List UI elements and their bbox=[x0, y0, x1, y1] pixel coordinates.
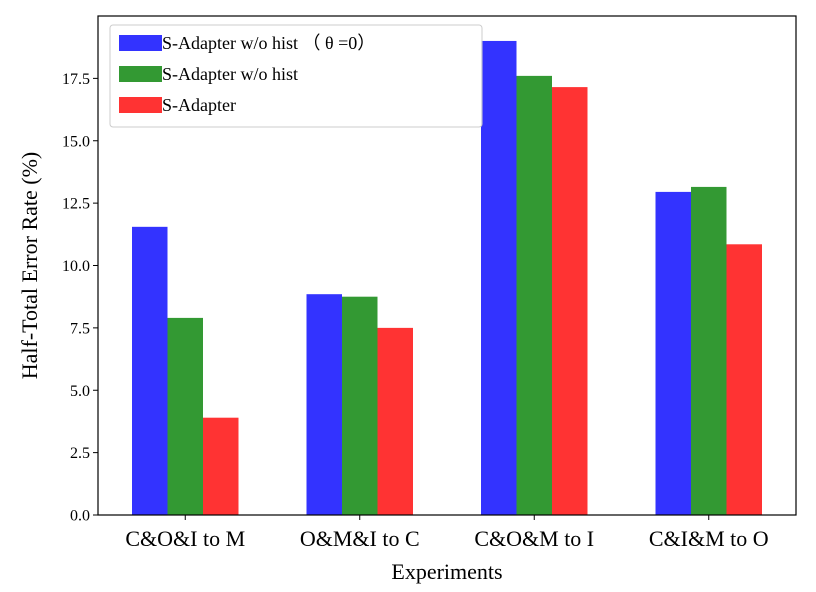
bar bbox=[167, 317, 203, 515]
legend-label: S-Adapter w/o hist bbox=[162, 64, 298, 84]
bar bbox=[203, 417, 239, 515]
x-tick-label: C&I&M to O bbox=[649, 526, 769, 551]
legend-label: S-Adapter w/o hist （ θ =0） bbox=[162, 33, 375, 53]
bars-layer bbox=[132, 40, 762, 516]
legend-frame bbox=[109, 24, 483, 128]
bar bbox=[516, 75, 552, 515]
bar bbox=[552, 87, 588, 516]
y-tick-label: 15.0 bbox=[62, 133, 90, 150]
x-tick-label: C&O&I to M bbox=[125, 526, 245, 551]
x-tick-label: O&M&I to C bbox=[300, 526, 420, 551]
y-axis: 0.0 2.5 5.0 7.5 10.0 12.5 15.0 17.5 bbox=[62, 71, 98, 525]
bar bbox=[377, 327, 413, 515]
bar bbox=[726, 244, 762, 516]
bar bbox=[342, 296, 378, 515]
y-tick-label: 12.5 bbox=[62, 196, 90, 213]
legend: S-Adapter w/o hist （ θ =0） S-Adapter w/o … bbox=[109, 24, 483, 128]
y-tick-label: 7.5 bbox=[70, 320, 90, 337]
y-axis-label: Half-Total Error Rate (%) bbox=[17, 152, 42, 380]
y-tick-label: 2.5 bbox=[70, 445, 90, 462]
legend-swatch bbox=[119, 35, 162, 51]
y-tick-label: 0.0 bbox=[70, 508, 90, 525]
x-axis-label: Experiments bbox=[391, 559, 502, 584]
y-tick-label: 10.0 bbox=[62, 258, 90, 275]
bar bbox=[132, 226, 168, 515]
bar bbox=[691, 186, 727, 515]
y-tick-label: 17.5 bbox=[62, 71, 90, 88]
bar bbox=[655, 191, 691, 515]
legend-swatch bbox=[119, 66, 162, 82]
x-tick-label: C&O&M to I bbox=[474, 526, 594, 551]
legend-swatch bbox=[119, 97, 162, 113]
y-tick-label: 5.0 bbox=[70, 383, 90, 400]
legend-label: S-Adapter bbox=[162, 95, 236, 115]
bar bbox=[481, 40, 517, 515]
x-axis: C&O&I to M O&M&I to C C&O&M to I C&I&M to O bbox=[125, 515, 769, 551]
bar bbox=[306, 294, 342, 515]
